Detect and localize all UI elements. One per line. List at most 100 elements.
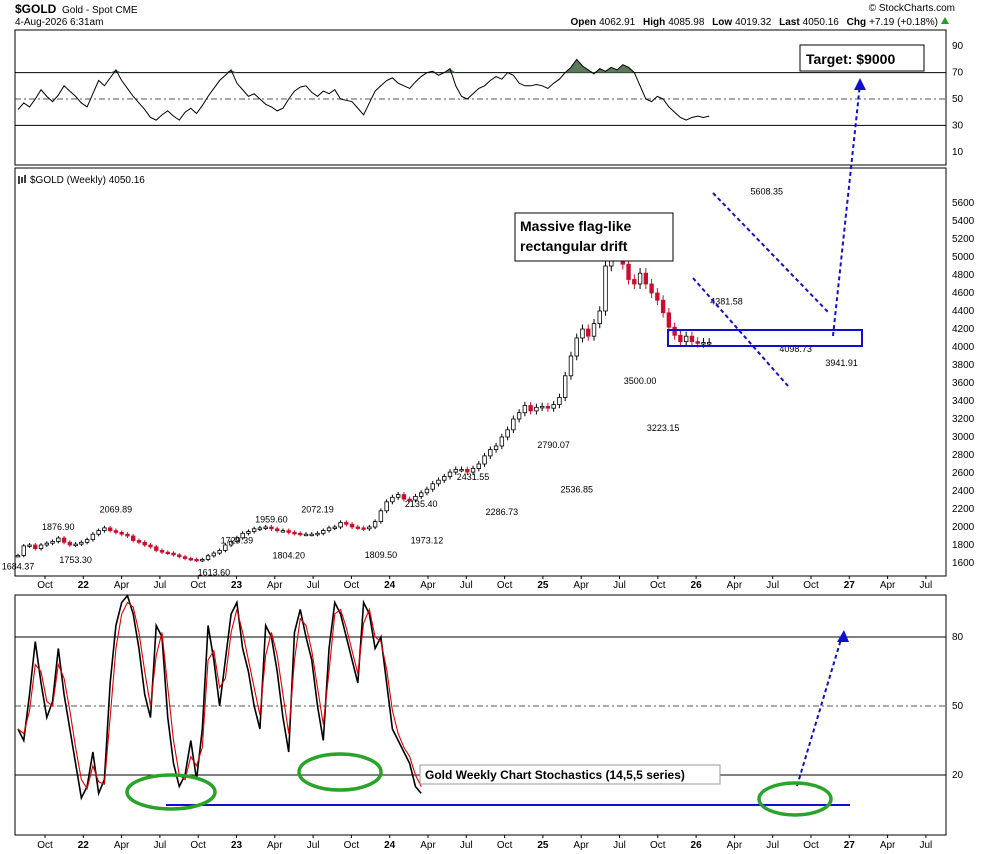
candle bbox=[338, 522, 343, 528]
candle bbox=[96, 530, 101, 535]
candle bbox=[574, 337, 579, 357]
x-tick-label: Jul bbox=[613, 840, 626, 851]
x-tick-label: Apr bbox=[880, 840, 896, 851]
open-label: Open bbox=[571, 17, 597, 28]
stoch-circle-2 bbox=[297, 752, 383, 792]
x-tick-label: 24 bbox=[384, 580, 396, 591]
candle-legend-icon bbox=[18, 175, 26, 184]
candle bbox=[361, 527, 366, 530]
candle bbox=[539, 405, 545, 409]
candle bbox=[223, 544, 228, 551]
candle bbox=[401, 494, 407, 500]
candle bbox=[528, 405, 533, 412]
candle bbox=[44, 542, 49, 546]
x-tick-label: 25 bbox=[537, 580, 549, 591]
candle bbox=[465, 468, 470, 473]
candle bbox=[84, 539, 90, 543]
stoch-ytick: 50 bbox=[952, 701, 964, 712]
x-tick-label: 26 bbox=[691, 580, 703, 591]
price-panel: 5600 5400 5200 5000 4800 4600 4400 4200 4000 3800… bbox=[2, 186, 975, 577]
candle bbox=[79, 541, 84, 545]
last-value: 4050.16 bbox=[803, 17, 840, 28]
stoch-panel-frame bbox=[14, 594, 947, 836]
candle bbox=[563, 375, 568, 398]
candle bbox=[499, 436, 505, 447]
flag-lower-line bbox=[692, 277, 789, 387]
price-point-label: 2072.19 bbox=[301, 505, 334, 515]
price-ytick: 3600 bbox=[952, 378, 975, 389]
candle bbox=[177, 554, 182, 558]
candle bbox=[672, 326, 677, 336]
price-ytick: 2200 bbox=[952, 504, 975, 515]
x-tick-label: 26 bbox=[691, 840, 703, 851]
stoch-arrowhead-icon bbox=[837, 630, 849, 642]
candle bbox=[107, 527, 113, 532]
candle bbox=[488, 449, 493, 457]
price-point-label: 5608.35 bbox=[751, 186, 784, 196]
price-point-label: 1973.12 bbox=[411, 535, 444, 545]
candle bbox=[257, 527, 263, 530]
candle bbox=[309, 533, 314, 537]
x-tick-label: 22 bbox=[78, 580, 90, 591]
price-ytick: 1800 bbox=[952, 540, 975, 551]
price-ytick: 5400 bbox=[952, 216, 975, 227]
instrument-name: Gold - Spot CME bbox=[62, 5, 138, 16]
x-tick-label: Oct bbox=[497, 840, 513, 851]
up-arrow-icon bbox=[941, 17, 949, 24]
candle bbox=[119, 532, 124, 535]
candle bbox=[470, 468, 476, 473]
candle bbox=[522, 405, 528, 414]
candle bbox=[171, 552, 176, 556]
rsi-ytick: 30 bbox=[952, 120, 964, 131]
candle bbox=[280, 530, 286, 533]
x-tick-label: Apr bbox=[267, 580, 283, 591]
candle bbox=[568, 355, 574, 377]
x-tick-label: Jul bbox=[307, 840, 320, 851]
last-label: Last bbox=[779, 17, 800, 28]
candle bbox=[545, 405, 551, 409]
candle bbox=[459, 468, 464, 472]
x-tick-label: Jul bbox=[460, 580, 473, 591]
candle bbox=[372, 521, 378, 528]
candle bbox=[413, 495, 418, 501]
candle bbox=[447, 471, 453, 478]
flag-text: Massive flag-like rectangular drift bbox=[520, 218, 631, 254]
price-point-label: 4098.73 bbox=[779, 344, 812, 354]
x-tick-label: 23 bbox=[231, 580, 243, 591]
candle bbox=[707, 342, 712, 345]
price-ytick: 4000 bbox=[952, 342, 975, 353]
header: $GOLD Gold - Spot CME 4-Aug-2026 6:31am … bbox=[15, 2, 955, 28]
x-tick-label: Jul bbox=[460, 840, 473, 851]
target-label: Target: $9000 bbox=[806, 51, 895, 67]
price-point-label: 2135.40 bbox=[405, 499, 438, 509]
candle bbox=[493, 445, 499, 450]
x-tick-label: 23 bbox=[231, 840, 243, 851]
candle bbox=[355, 526, 361, 529]
stoch-ytick: 80 bbox=[952, 632, 964, 643]
candle bbox=[240, 532, 245, 539]
price-point-label: 1876.90 bbox=[42, 522, 75, 532]
x-tick-label: 22 bbox=[78, 840, 90, 851]
price-point-label: 1729.39 bbox=[221, 535, 254, 545]
price-point-label: 4381.58 bbox=[710, 297, 743, 307]
candle bbox=[597, 310, 602, 325]
candle bbox=[701, 342, 706, 345]
annotations-overlay: Massive flag-like rectangular drift Targe… bbox=[125, 44, 925, 817]
candle bbox=[557, 396, 562, 405]
x-tick-label: 24 bbox=[384, 840, 396, 851]
candle bbox=[21, 545, 26, 556]
stoch-label-box bbox=[419, 764, 721, 785]
x-tick-label: 25 bbox=[537, 840, 549, 851]
price-ytick: 3200 bbox=[952, 414, 975, 425]
candle bbox=[125, 533, 130, 537]
x-tick-label: Jul bbox=[766, 580, 779, 591]
x-tick-label: Oct bbox=[803, 840, 819, 851]
price-point-label: 3223.15 bbox=[647, 423, 680, 433]
candle bbox=[344, 522, 349, 525]
candle bbox=[165, 551, 170, 555]
stoch-ytick: 20 bbox=[952, 770, 964, 781]
price-ytick: 4800 bbox=[952, 270, 975, 281]
candle bbox=[136, 540, 142, 543]
price-ytick: 5000 bbox=[952, 252, 975, 263]
x-tick-label: Apr bbox=[114, 840, 130, 851]
